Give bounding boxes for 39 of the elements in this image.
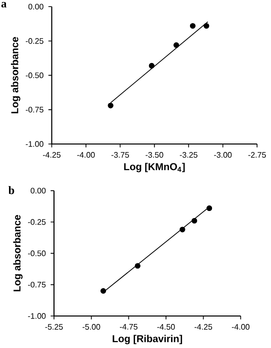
x-tick-label: -3.25 [180, 152, 198, 158]
x-tick-label: -3.50 [146, 152, 164, 158]
x-tick-label: -4.25 [194, 324, 212, 330]
y-tick-label: -0.25 [28, 219, 46, 225]
point [174, 42, 180, 48]
point [100, 288, 106, 294]
x-tick-label: -4.75 [120, 324, 138, 330]
x-axis-title: Log [KMnO$_{4}$] [124, 162, 185, 172]
point [190, 23, 196, 29]
point [192, 218, 198, 224]
x-tick-label: -4.25 [42, 152, 61, 158]
x-tick-label: -5.25 [45, 324, 63, 330]
y-tick-label: -1.00 [28, 313, 46, 319]
y-tick-label: -1.00 [26, 141, 44, 147]
point [180, 226, 186, 232]
x-tick-label: -4.00 [232, 324, 250, 330]
point [134, 263, 140, 269]
y-tick-label: -0.50 [26, 72, 44, 78]
x-axis-title: Log [Ribavirin] [112, 334, 182, 344]
y-axis-title: Log absorbance [10, 37, 20, 114]
y-tick-label: -0.50 [28, 250, 46, 256]
y-tick-label: -0.75 [26, 106, 44, 112]
y-tick-label: 0.00 [30, 188, 46, 194]
y-tick-label: -0.25 [26, 38, 44, 44]
chart-title: b [8, 186, 14, 194]
point [148, 62, 154, 69]
chart-title: a [1, 2, 6, 8]
x-tick-label: -4.00 [77, 152, 95, 158]
x-tick-label: -5.00 [82, 324, 100, 330]
x-tick-label: -3.00 [214, 152, 232, 158]
x-tick-label: -2.75 [248, 152, 266, 158]
x-tick-label: -3.75 [111, 152, 129, 158]
y-tick-label: -0.75 [28, 282, 46, 288]
point [108, 102, 114, 108]
y-tick-label: 0.00 [28, 4, 44, 10]
y-axis-title: Log absorbance [13, 215, 23, 292]
point [206, 205, 212, 212]
point [204, 23, 210, 29]
x-tick-label: -4.50 [157, 324, 175, 330]
